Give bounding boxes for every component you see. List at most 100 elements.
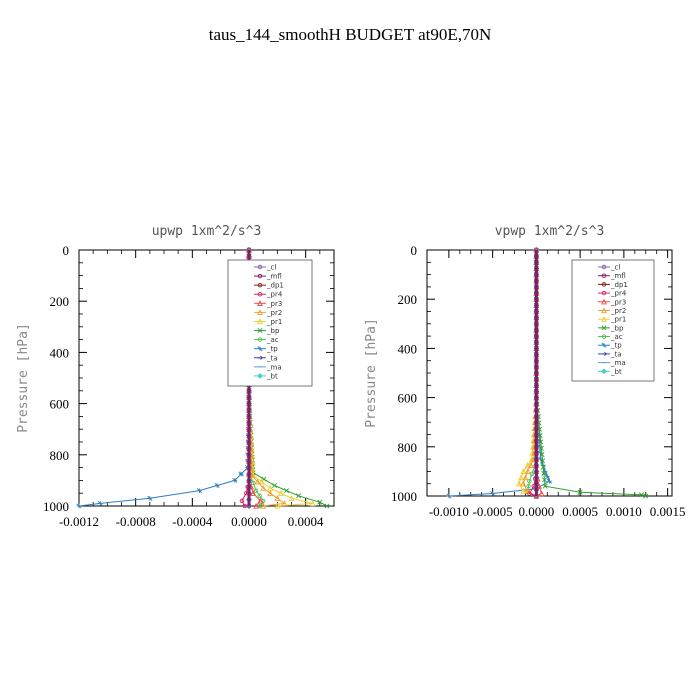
y-axis-label: Pressure [hPa] <box>364 318 379 428</box>
legend-label: _pr4 <box>266 291 283 299</box>
data-point <box>490 491 496 497</box>
legend-label: _tp <box>610 342 622 350</box>
data-point <box>260 484 267 491</box>
data-point <box>520 487 527 494</box>
legend-label: _cl <box>610 264 620 272</box>
data-point <box>260 502 267 509</box>
legend-label: _tp <box>266 345 278 353</box>
legend-marker <box>257 346 263 352</box>
data-point <box>546 478 553 484</box>
legend-marker <box>257 337 263 342</box>
x-tick-label: 0.0000 <box>231 514 267 529</box>
data-point <box>239 498 245 504</box>
data-point <box>277 489 284 496</box>
y-tick-label: 1000 <box>391 489 417 504</box>
legend-label: _ma <box>610 359 626 367</box>
legend-label: _cl <box>266 264 276 272</box>
legend-label: _ac <box>610 333 623 341</box>
legend-label: _pr2 <box>610 307 626 315</box>
y-tick-label: 200 <box>50 294 70 309</box>
legend-box <box>227 259 313 387</box>
legend-marker <box>601 307 607 314</box>
legend-label: _pr1 <box>266 318 282 326</box>
legend-marker <box>601 290 607 296</box>
legend-label: _mfl <box>610 272 626 280</box>
data-point <box>538 490 545 497</box>
x-tick-label: -0.0004 <box>172 514 213 529</box>
data-point <box>538 439 544 445</box>
legend-label: _pr3 <box>266 300 282 308</box>
legend-box <box>571 259 655 382</box>
legend: _cl_mfl_dp1_pr4_pr3_pr2_pr1_bp_ac_tp_ta_… <box>227 259 313 387</box>
data-point <box>527 491 532 496</box>
y-tick-label: 0 <box>63 243 70 258</box>
data-point <box>271 483 278 489</box>
panel-title: vpwp 1xm^2/s^3 <box>495 224 605 239</box>
legend-label: _pr2 <box>266 309 282 317</box>
data-point <box>147 495 153 501</box>
legend-label: _ta <box>266 354 278 362</box>
data-point <box>446 493 452 499</box>
data-point <box>520 468 527 475</box>
legend-marker <box>601 342 607 348</box>
y-tick-label: 400 <box>398 341 418 356</box>
legend-label: _pr1 <box>610 316 626 324</box>
legend-marker <box>257 373 263 379</box>
panel-title: upwp 1xm^2/s^3 <box>152 224 262 239</box>
legend-marker <box>257 328 263 334</box>
data-point <box>540 458 546 464</box>
y-tick-label: 0 <box>411 243 418 258</box>
data-point <box>196 488 202 494</box>
data-point <box>526 483 531 489</box>
data-point <box>288 495 295 501</box>
legend-marker <box>601 298 607 305</box>
data-point <box>538 445 544 451</box>
data-point <box>238 471 244 477</box>
legend-marker <box>257 300 263 306</box>
data-point <box>522 474 529 481</box>
legend-marker <box>601 334 607 339</box>
y-tick-label: 800 <box>398 440 418 455</box>
upwp-panel: upwp 1xm^2/s^3 Pressure [hPa] 0 200 400 600 80… <box>16 224 335 529</box>
series-tp <box>76 247 252 509</box>
data-point <box>284 488 290 494</box>
data-point <box>76 503 82 509</box>
legend-marker <box>257 309 263 316</box>
data-point <box>232 477 238 483</box>
legend-label: _ac <box>266 336 279 344</box>
data-point <box>214 483 220 489</box>
x-tick-label: 0.0000 <box>519 504 555 519</box>
legend-label: _pr4 <box>610 290 627 298</box>
legend-label: _dp1 <box>610 281 628 289</box>
y-tick-label: 400 <box>50 345 70 360</box>
data-point <box>242 503 247 509</box>
y-tick-label: 1000 <box>43 499 69 514</box>
legend-label: _dp1 <box>266 282 284 290</box>
data-point <box>520 480 527 487</box>
y-tick-label: 200 <box>398 292 418 307</box>
data-point <box>527 479 532 484</box>
legend-label: _ta <box>610 350 622 358</box>
legend-marker <box>257 282 263 288</box>
x-tick-label: -0.0010 <box>429 504 469 519</box>
data-point <box>258 478 265 485</box>
legend-marker <box>257 273 263 279</box>
legend-marker <box>601 325 607 331</box>
x-tick-label: 0.0015 <box>650 504 686 519</box>
data-point <box>253 488 259 493</box>
data-point <box>541 477 548 483</box>
data-point <box>527 462 534 468</box>
data-point <box>524 468 531 475</box>
x-tick-label: -0.0005 <box>473 504 513 519</box>
data-point <box>296 493 302 499</box>
data-point <box>274 495 281 501</box>
legend: _cl_mfl_dp1_pr4_pr3_pr2_pr1_bp_ac_tp_ta_… <box>571 259 655 382</box>
data-point <box>274 502 281 509</box>
data-point <box>267 489 274 496</box>
y-tick-label: 600 <box>50 397 70 412</box>
data-point <box>524 462 531 468</box>
data-point <box>254 478 261 485</box>
y-tick-label: 800 <box>50 448 70 463</box>
x-tick-label: 0.0004 <box>288 514 324 529</box>
figure-title: taus_144_smoothH BUDGET at90E,70N <box>209 25 492 44</box>
